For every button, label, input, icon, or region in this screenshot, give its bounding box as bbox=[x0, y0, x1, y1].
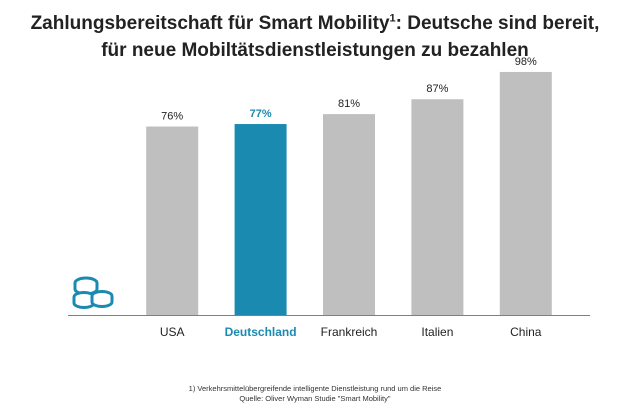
value-label: 76% bbox=[161, 111, 183, 123]
footnote-text: 1) Verkehrsmittelübergreifende intellige… bbox=[188, 384, 442, 393]
footnote: 1) Verkehrsmittelübergreifende intellige… bbox=[0, 384, 630, 404]
value-label: 87% bbox=[426, 83, 448, 95]
value-label: 81% bbox=[338, 98, 360, 110]
bar-italien bbox=[411, 99, 464, 316]
title-line1: Zahlungsbereitschaft für Smart Mobility1… bbox=[30, 13, 600, 35]
chart-title: Zahlungsbereitschaft für Smart Mobility1… bbox=[0, 6, 630, 64]
value-label: 98% bbox=[515, 56, 537, 68]
value-label: 77% bbox=[250, 108, 272, 120]
bar-usa bbox=[146, 126, 199, 316]
bar-frankreich bbox=[323, 114, 375, 316]
source-text: Quelle: Oliver Wyman Studie "Smart Mobil… bbox=[239, 394, 391, 403]
title-line2: für neue Mobiltätsdienstleistungen zu be… bbox=[101, 40, 529, 62]
category-label: China bbox=[510, 325, 542, 339]
bar-china bbox=[499, 71, 552, 316]
category-label: USA bbox=[160, 325, 185, 339]
category-label: Deutschland bbox=[225, 325, 297, 339]
coins-icon bbox=[72, 276, 114, 309]
bar-deutschland bbox=[234, 124, 287, 315]
category-label: Italien bbox=[421, 325, 453, 339]
category-label: Frankreich bbox=[321, 325, 378, 339]
